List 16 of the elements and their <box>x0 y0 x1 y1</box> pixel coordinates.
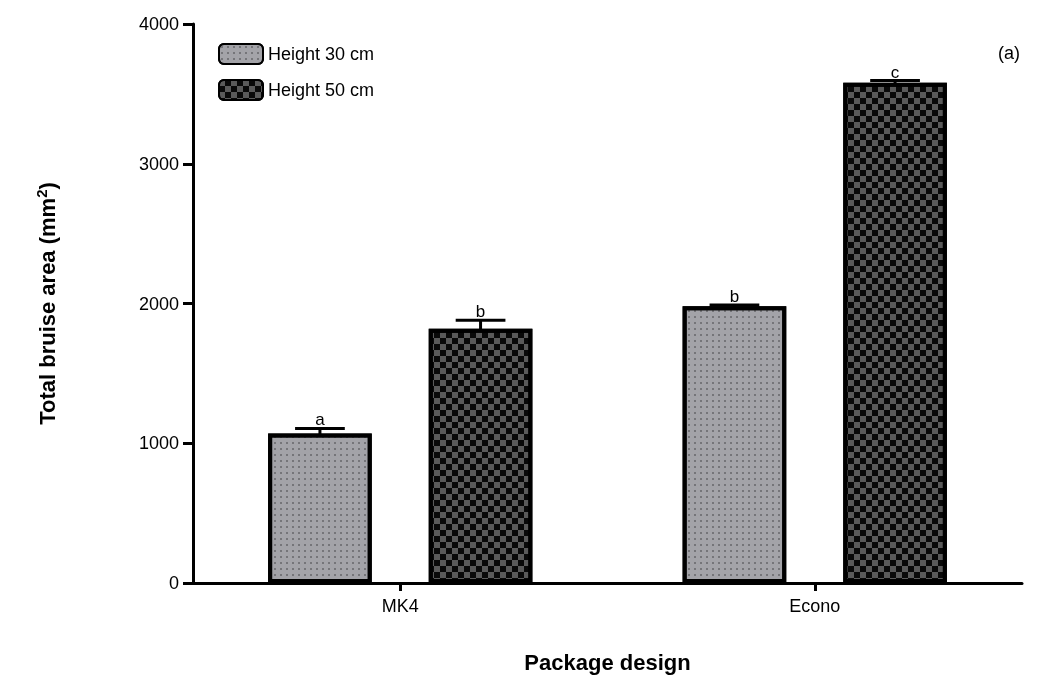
legend-label: Height 30 cm <box>268 44 375 64</box>
data-label: a <box>315 410 326 430</box>
y-tick-label: 0 <box>168 573 179 593</box>
y-tick-label: 2000 <box>138 293 179 314</box>
y-tick-label: 1000 <box>138 433 179 454</box>
data-label: b <box>729 286 740 306</box>
x-tick-label: MK4 <box>381 596 419 616</box>
y-tick-label: 3000 <box>138 153 179 174</box>
x-tick-label: Econo <box>789 596 841 616</box>
legend-label: Height 50 cm <box>268 80 375 100</box>
data-label: b <box>475 302 486 322</box>
x-axis-title: Package design <box>524 649 691 675</box>
y-axis-title: Total bruise area (mm2) <box>33 182 60 425</box>
data-label: c <box>890 62 900 82</box>
y-tick-label: 4000 <box>138 14 179 34</box>
annotation: (a) <box>998 43 1020 63</box>
